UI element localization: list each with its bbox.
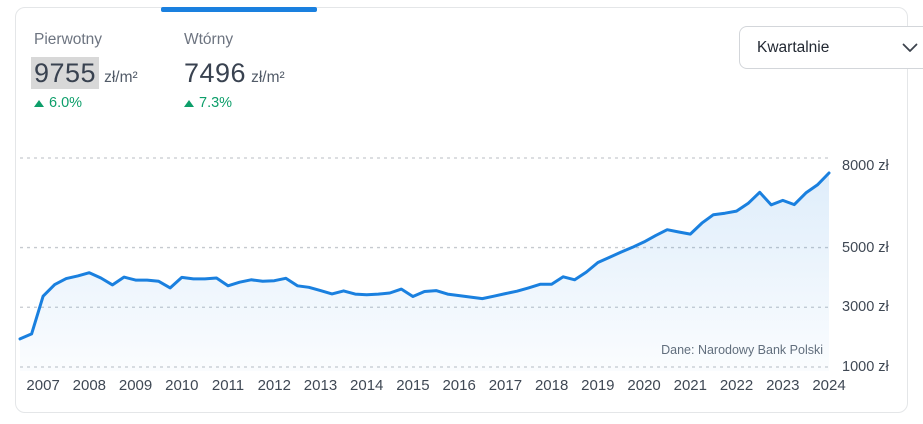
tab-wtorny-label: Wtórny: [184, 31, 234, 48]
y-axis-label-1000: 1000 zł: [842, 359, 889, 375]
pierwotny-price: 9755: [31, 57, 100, 89]
x-axis-label-2010: 2010: [165, 377, 199, 394]
x-axis-label-2012: 2012: [257, 377, 291, 394]
tab-pierwotny-label: Pierwotny: [34, 31, 103, 48]
x-axis-label-2018: 2018: [534, 377, 569, 394]
tab-pierwotny[interactable]: Pierwotny 9755 zł/m² 6.0%: [16, 8, 161, 118]
chevron-down-icon: [902, 43, 918, 52]
active-tab-indicator: [161, 7, 317, 12]
wtorny-unit: zł/m²: [251, 69, 285, 86]
y-axis-label-3000: 3000 zł: [842, 299, 889, 316]
arrow-up-icon: [184, 99, 194, 107]
tab-wtorny-value: 7496 zł/m²: [184, 58, 285, 89]
interval-dropdown[interactable]: Kwartalnie: [739, 26, 923, 69]
x-axis-label-2016: 2016: [442, 377, 476, 394]
x-axis-label-2007: 2007: [26, 377, 60, 394]
x-axis-label-2019: 2019: [581, 377, 615, 394]
x-axis-label-2013: 2013: [303, 377, 338, 394]
arrow-up-icon: [34, 99, 44, 107]
wtorny-change-badge: 7.3%: [184, 95, 232, 111]
chart-source-note: Dane: Narodowy Bank Polski: [661, 343, 823, 357]
wtorny-price: 7496: [184, 58, 247, 88]
x-axis-label-2014: 2014: [350, 377, 384, 394]
x-axis-label-2009: 2009: [118, 377, 153, 394]
pierwotny-change-badge: 6.0%: [34, 95, 82, 111]
x-axis-label-2015: 2015: [396, 377, 430, 394]
x-axis-label-2021: 2021: [673, 377, 707, 394]
x-axis-label-2024: 2024: [812, 377, 846, 394]
pierwotny-change-value: 6.0%: [49, 95, 83, 111]
x-axis-label-2022: 2022: [719, 377, 754, 394]
x-axis-label-2008: 2008: [72, 377, 107, 394]
pierwotny-unit: zł/m²: [104, 69, 138, 86]
x-axis-label-2023: 2023: [766, 377, 800, 394]
tab-pierwotny-value: 9755 zł/m²: [31, 57, 138, 89]
wtorny-change-value: 7.3%: [199, 95, 233, 111]
x-axis-label-2017: 2017: [488, 377, 523, 394]
x-axis-label-2020: 2020: [627, 377, 661, 394]
tab-wtorny[interactable]: Wtórny 7496 zł/m² 7.3%: [161, 8, 318, 118]
y-axis-label-5000: 5000 zł: [842, 239, 889, 256]
interval-dropdown-value: Kwartalnie: [757, 38, 830, 56]
x-axis-label-2011: 2011: [211, 377, 245, 394]
y-axis-label-8000: 8000 zł: [842, 158, 889, 174]
